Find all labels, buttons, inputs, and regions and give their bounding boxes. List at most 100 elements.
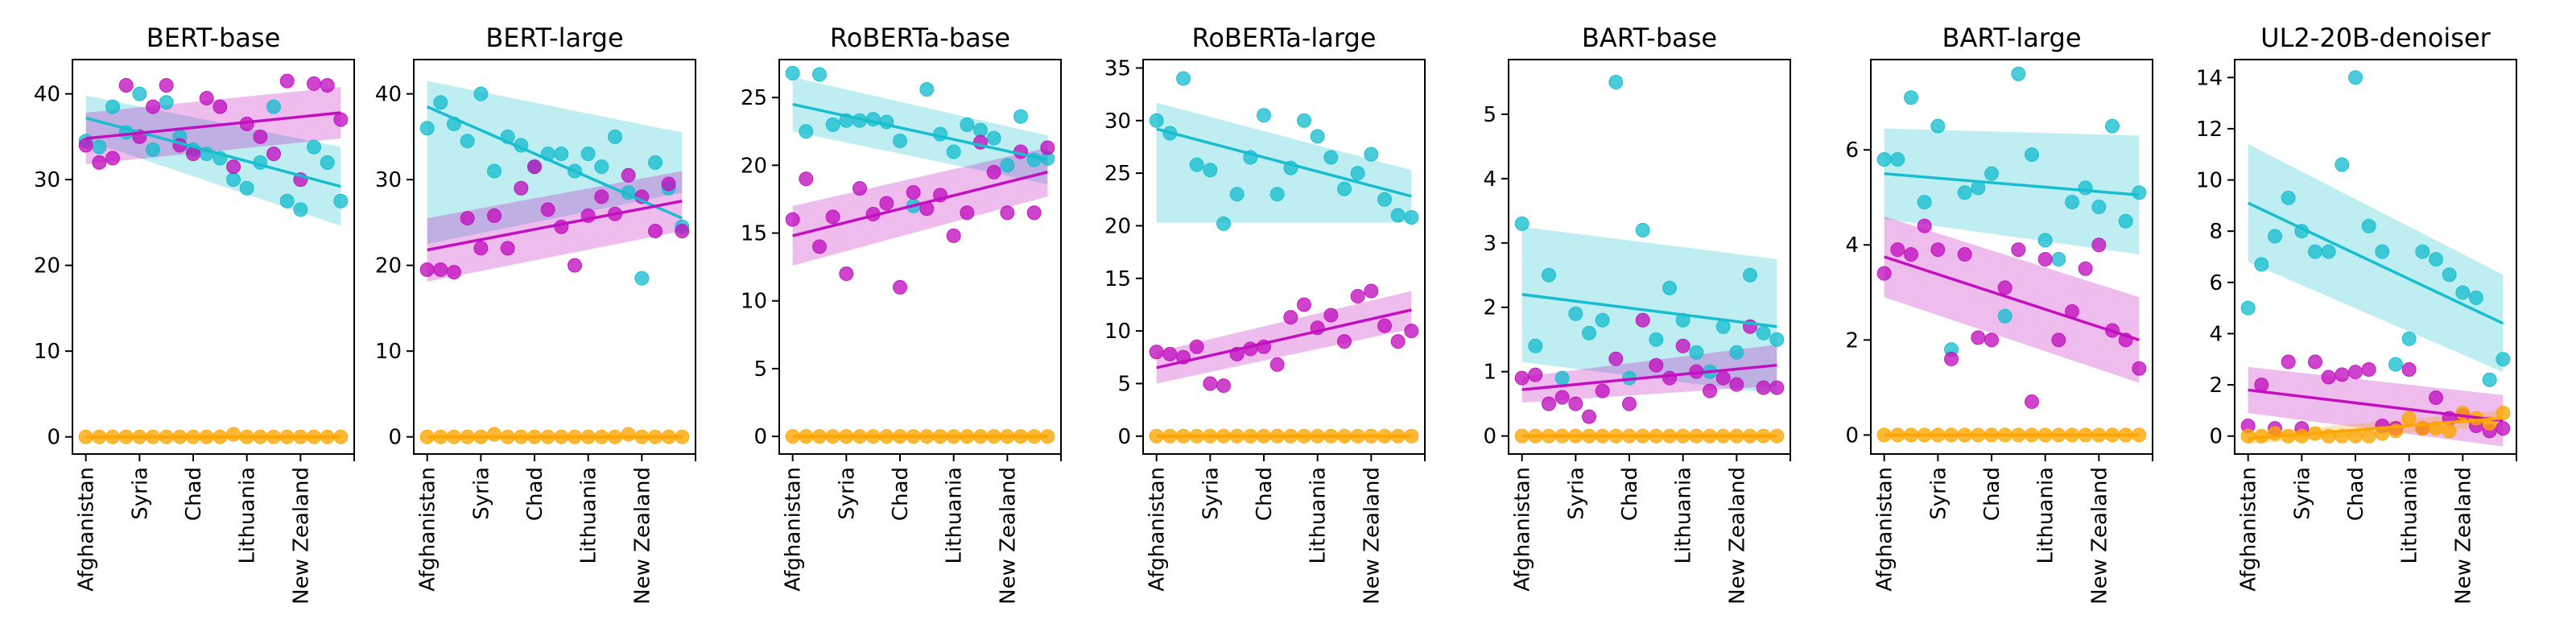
data-point xyxy=(1514,370,1530,386)
data-point xyxy=(1904,247,1918,262)
data-point xyxy=(661,176,676,192)
chart-title: RoBERTa-base xyxy=(830,23,1010,53)
data-point xyxy=(2268,229,2282,244)
data-point xyxy=(1729,345,1744,360)
y-tick-label: 5 xyxy=(1483,103,1496,127)
chart-panel-3: RoBERTa-large 0 5 10 15 20 25 30 35 Afghanistan Sy… xyxy=(1104,23,1426,605)
chart-panel-5: BART-large 0 2 4 6 Afghanistan Syria Chad Lithua… xyxy=(1845,23,2153,605)
data-point xyxy=(1971,330,1986,345)
data-point xyxy=(919,82,935,97)
confidence-band-0 xyxy=(1884,128,2140,255)
data-point xyxy=(307,139,321,155)
data-point xyxy=(799,124,814,139)
data-point xyxy=(2065,195,2079,210)
data-point xyxy=(473,86,489,101)
x-tick-label: Afghanistan xyxy=(1873,467,1897,592)
data-point xyxy=(2281,354,2296,369)
data-point xyxy=(419,262,435,277)
data-point xyxy=(1582,409,1596,424)
data-point xyxy=(1149,345,1164,360)
data-point xyxy=(785,65,800,80)
data-point xyxy=(1675,312,1690,328)
y-tick-label: 2 xyxy=(2209,374,2223,398)
data-point xyxy=(1890,242,1905,258)
chart-title: BART-large xyxy=(1942,23,2082,53)
y-tick-label: 0 xyxy=(388,426,402,450)
x-tick-label: Syria xyxy=(835,467,859,520)
x-tick-label: Chad xyxy=(1980,467,2004,521)
data-point xyxy=(1876,151,1892,167)
data-point xyxy=(2011,66,2026,81)
y-tick-label: 0 xyxy=(2209,425,2223,449)
regression-line-1 xyxy=(1521,363,1777,391)
y-tick-label: 35 xyxy=(1104,56,1131,80)
data-point xyxy=(333,193,349,208)
data-point xyxy=(1984,166,1999,181)
x-tick-label: Chad xyxy=(1618,467,1642,521)
data-point xyxy=(2037,251,2053,266)
data-point xyxy=(879,196,894,211)
data-point xyxy=(946,144,961,159)
y-tick-label: 6 xyxy=(2209,271,2223,295)
x-tick-label: Chad xyxy=(2344,467,2368,521)
data-point xyxy=(1635,312,1650,328)
data-point xyxy=(1715,370,1731,386)
data-point xyxy=(1957,247,1972,262)
y-tick-label: 30 xyxy=(34,168,60,192)
data-point xyxy=(2321,244,2336,259)
x-tick-label: New Zealand xyxy=(996,467,1020,605)
data-point xyxy=(1675,338,1690,353)
data-point xyxy=(419,121,435,136)
data-point xyxy=(1635,222,1650,237)
data-point xyxy=(2375,244,2390,259)
data-point xyxy=(1203,163,1218,178)
x-tick-label: Afghanistan xyxy=(75,467,99,592)
y-tick-label: 10 xyxy=(375,340,402,364)
data-point xyxy=(594,189,609,204)
regression-line-1 xyxy=(427,200,683,252)
data-point xyxy=(1364,147,1379,162)
data-point xyxy=(1257,108,1271,123)
data-point xyxy=(239,180,254,196)
x-tick-label: Lithuania xyxy=(577,467,601,564)
data-point xyxy=(213,99,228,114)
data-point xyxy=(1404,210,1419,225)
y-tick-label: 2 xyxy=(1483,296,1496,320)
y-tick-label: 20 xyxy=(1104,214,1131,238)
regression-line-0 xyxy=(1521,293,1777,328)
regression-line-1 xyxy=(85,111,341,140)
regression-line-0 xyxy=(426,105,683,220)
chart-panel-1: BERT-large 0 10 20 30 40 Afghanistan Syria Chad L… xyxy=(375,23,696,605)
confidence-band-0 xyxy=(2248,144,2504,373)
data-point xyxy=(1229,187,1245,202)
data-point xyxy=(266,147,281,162)
x-tick-label: Lithuania xyxy=(1307,467,1331,564)
data-point xyxy=(2401,411,2417,426)
data-point xyxy=(785,212,800,227)
data-point xyxy=(1528,338,1543,353)
x-tick-label: Syria xyxy=(469,467,493,520)
axes-frame xyxy=(778,59,1062,455)
y-tick-label: 30 xyxy=(375,168,402,192)
x-tick-label: Lithuania xyxy=(2398,467,2422,564)
data-point xyxy=(2429,252,2443,267)
data-point xyxy=(2091,237,2107,253)
data-point xyxy=(279,73,295,89)
data-point xyxy=(320,77,335,93)
data-point xyxy=(159,77,174,93)
data-point xyxy=(279,193,295,208)
data-point xyxy=(1756,380,1771,395)
data-point xyxy=(608,129,622,144)
data-point xyxy=(1337,181,1352,196)
y-tick-label: 12 xyxy=(2196,118,2223,142)
data-point xyxy=(2482,372,2497,387)
data-point xyxy=(1350,166,1365,181)
x-tick-label: Syria xyxy=(2290,467,2314,520)
x-tick-label: New Zealand xyxy=(2451,467,2475,605)
y-tick-label: 10 xyxy=(2196,169,2223,193)
x-tick-label: Chad xyxy=(1253,467,1277,521)
data-point xyxy=(2496,352,2511,367)
data-point xyxy=(1554,390,1570,405)
y-tick-label: 0 xyxy=(753,425,767,449)
data-point xyxy=(1377,318,1392,333)
